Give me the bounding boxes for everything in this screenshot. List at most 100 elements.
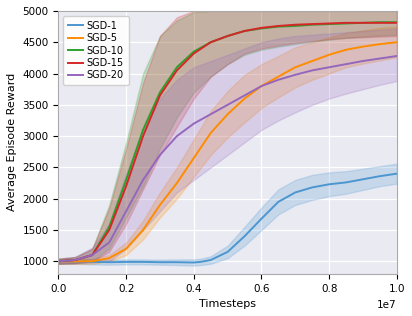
Line: SGD-15: SGD-15 xyxy=(59,23,397,261)
SGD-10 xyxy=(56,259,61,263)
SGD-10 xyxy=(310,23,315,27)
SGD-5 xyxy=(293,65,298,69)
SGD-5 xyxy=(90,259,95,263)
SGD-1 xyxy=(73,259,78,263)
SGD-15 xyxy=(360,21,365,25)
SGD-5 xyxy=(157,203,162,207)
SGD-15 xyxy=(90,253,95,257)
SGD-10 xyxy=(242,29,247,33)
SGD-20 xyxy=(56,259,61,263)
SGD-10 xyxy=(360,21,365,25)
SGD-15 xyxy=(259,26,264,30)
SGD-15 xyxy=(310,22,315,26)
Y-axis label: Average Episode Reward: Average Episode Reward xyxy=(7,73,17,211)
SGD-15 xyxy=(124,184,129,188)
SGD-5 xyxy=(124,247,129,251)
SGD-10 xyxy=(73,258,78,262)
SGD-15 xyxy=(242,29,247,33)
SGD-5 xyxy=(225,112,230,116)
SGD-1 xyxy=(90,260,95,264)
SGD-1 xyxy=(107,260,112,264)
SGD-10 xyxy=(174,65,179,69)
SGD-20 xyxy=(140,178,145,182)
SGD-5 xyxy=(344,48,349,52)
SGD-10 xyxy=(293,24,298,28)
SGD-1 xyxy=(310,185,315,189)
SGD-10 xyxy=(276,25,281,28)
SGD-1 xyxy=(327,182,332,186)
SGD-15 xyxy=(140,134,145,138)
SGD-1 xyxy=(377,174,382,178)
SGD-20 xyxy=(259,84,264,88)
SGD-20 xyxy=(293,73,298,77)
SGD-10 xyxy=(208,40,213,44)
SGD-1 xyxy=(124,260,129,264)
SGD-1 xyxy=(344,180,349,184)
SGD-1 xyxy=(208,258,213,262)
SGD-20 xyxy=(191,122,196,125)
SGD-20 xyxy=(310,69,315,72)
SGD-15 xyxy=(191,52,196,55)
SGD-20 xyxy=(276,78,281,82)
SGD-20 xyxy=(344,62,349,66)
SGD-1 xyxy=(259,217,264,221)
SGD-20 xyxy=(208,112,213,116)
SGD-10 xyxy=(394,20,399,24)
SGD-1 xyxy=(360,177,365,181)
SGD-1 xyxy=(157,260,162,264)
SGD-1 xyxy=(140,260,145,264)
Legend: SGD-1, SGD-5, SGD-10, SGD-15, SGD-20: SGD-1, SGD-5, SGD-10, SGD-15, SGD-20 xyxy=(63,16,129,85)
SGD-5 xyxy=(360,45,365,49)
Line: SGD-20: SGD-20 xyxy=(59,56,397,261)
SGD-20 xyxy=(73,258,78,262)
SGD-10 xyxy=(124,178,129,182)
SGD-15 xyxy=(73,258,78,262)
SGD-15 xyxy=(56,259,61,263)
SGD-15 xyxy=(107,228,112,232)
SGD-10 xyxy=(90,253,95,257)
SGD-1 xyxy=(276,200,281,204)
SGD-10 xyxy=(191,50,196,53)
SGD-15 xyxy=(293,23,298,27)
SGD-15 xyxy=(208,40,213,44)
SGD-10 xyxy=(259,27,264,30)
SGD-20 xyxy=(360,59,365,63)
SGD-5 xyxy=(327,53,332,57)
SGD-20 xyxy=(174,134,179,138)
SGD-5 xyxy=(191,156,196,160)
SGD-1 xyxy=(56,259,61,263)
SGD-1 xyxy=(191,261,196,264)
Text: 1e7: 1e7 xyxy=(377,300,397,310)
SGD-5 xyxy=(107,256,112,260)
SGD-15 xyxy=(327,21,332,25)
SGD-1 xyxy=(198,260,203,264)
SGD-15 xyxy=(276,24,281,28)
SGD-15 xyxy=(225,34,230,38)
SGD-5 xyxy=(377,42,382,46)
SGD-20 xyxy=(327,65,332,69)
SGD-20 xyxy=(124,209,129,213)
SGD-5 xyxy=(208,131,213,135)
SGD-15 xyxy=(344,21,349,25)
SGD-20 xyxy=(377,57,382,60)
SGD-1 xyxy=(394,172,399,176)
SGD-10 xyxy=(107,225,112,229)
SGD-10 xyxy=(140,128,145,132)
SGD-10 xyxy=(344,21,349,25)
SGD-20 xyxy=(90,253,95,257)
SGD-5 xyxy=(56,259,61,263)
SGD-1 xyxy=(174,260,179,264)
SGD-20 xyxy=(107,240,112,244)
SGD-1 xyxy=(242,234,247,238)
X-axis label: Timesteps: Timesteps xyxy=(199,299,256,309)
SGD-10 xyxy=(157,90,162,94)
SGD-10 xyxy=(327,22,332,26)
SGD-5 xyxy=(394,40,399,44)
SGD-10 xyxy=(225,34,230,38)
SGD-20 xyxy=(157,153,162,157)
SGD-15 xyxy=(394,21,399,25)
Line: SGD-1: SGD-1 xyxy=(59,174,397,263)
SGD-5 xyxy=(259,84,264,88)
SGD-1 xyxy=(225,250,230,254)
SGD-5 xyxy=(174,181,179,185)
